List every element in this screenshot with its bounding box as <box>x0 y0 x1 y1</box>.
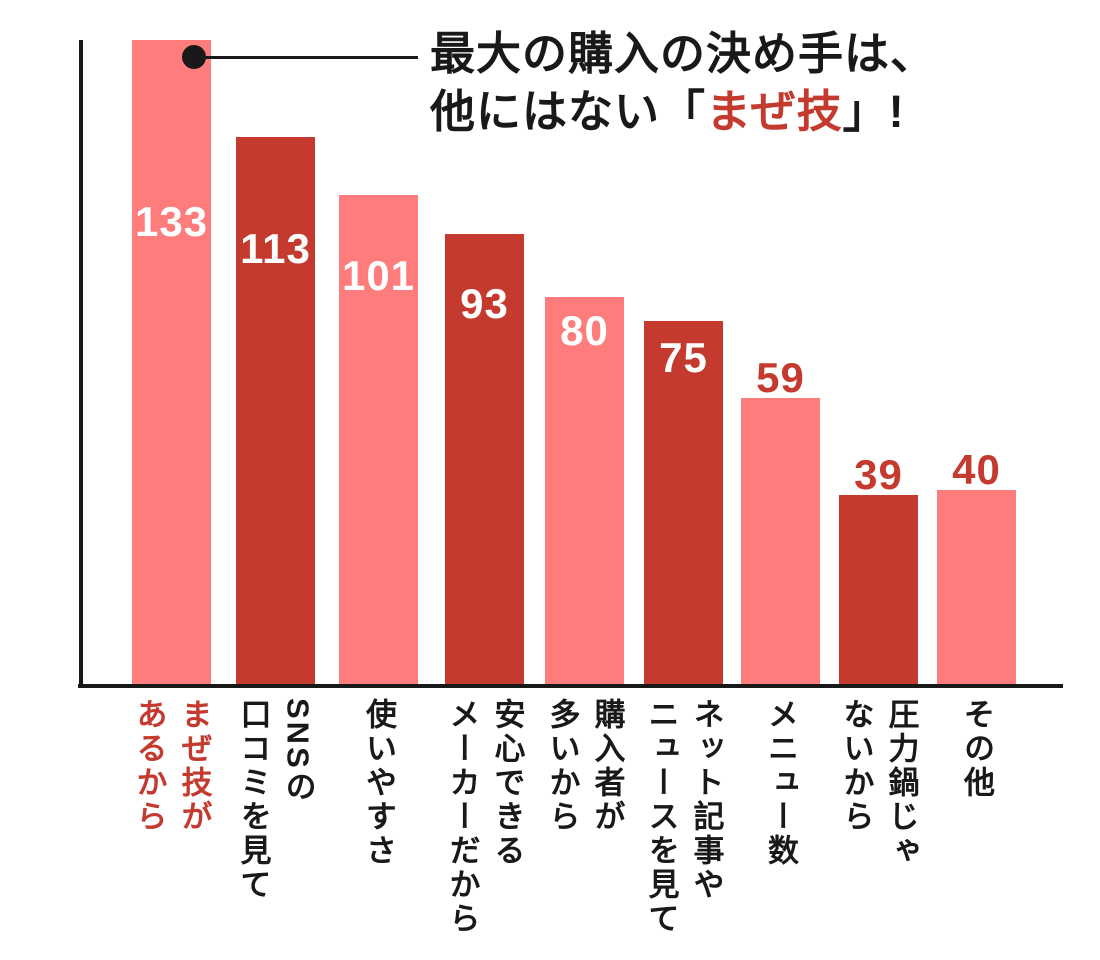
value-label-8: 40 <box>952 446 1001 493</box>
category-label-1: SNSの 口コミを見て <box>235 698 316 902</box>
value-label-3: 93 <box>460 279 509 327</box>
bar-2 <box>339 195 418 684</box>
bar-3 <box>445 234 524 684</box>
category-label-4: 購入者が 多いから <box>544 698 625 834</box>
value-label-2: 101 <box>341 252 416 300</box>
value-label-4: 80 <box>560 306 609 354</box>
chart-annotation-title: 最大の購入の決め手は、 他にはない「まぜ技」! <box>430 25 936 141</box>
category-label-7: 圧力鍋じゃ ないから <box>838 698 919 868</box>
category-label-2: 使いやすさ <box>361 698 396 868</box>
bar-6 <box>741 398 820 684</box>
annotation-leader-line <box>200 56 418 59</box>
category-label-8: その他 <box>959 698 994 800</box>
bar-7 <box>839 495 918 684</box>
bar-4 <box>545 297 624 684</box>
value-label-0: 133 <box>134 198 209 245</box>
bar-0 <box>132 40 211 684</box>
title-line1: 最大の購入の決め手は、 <box>430 28 937 79</box>
value-label-5: 75 <box>659 334 708 381</box>
title-accent: まぜ技 <box>706 86 843 137</box>
value-label-1: 113 <box>240 225 311 273</box>
annotation-leader-dot <box>182 45 206 69</box>
category-label-0: まぜ技が あるから <box>131 698 212 834</box>
category-label-6: メニュー数 <box>763 698 798 868</box>
y-axis-line <box>79 40 83 688</box>
category-label-3: 安心できる メーカーだから <box>444 698 525 936</box>
x-axis-line <box>78 684 1063 688</box>
bar-1 <box>236 137 315 684</box>
title-line2-prefix: 他にはない「 <box>430 86 707 137</box>
category-label-5: ネット記事や ニュースを見て <box>643 698 724 936</box>
value-label-7: 39 <box>854 451 903 498</box>
bar-5 <box>644 321 723 684</box>
title-line2-suffix: 」! <box>842 86 905 137</box>
value-label-6: 59 <box>756 354 805 401</box>
bar-8 <box>937 490 1016 684</box>
